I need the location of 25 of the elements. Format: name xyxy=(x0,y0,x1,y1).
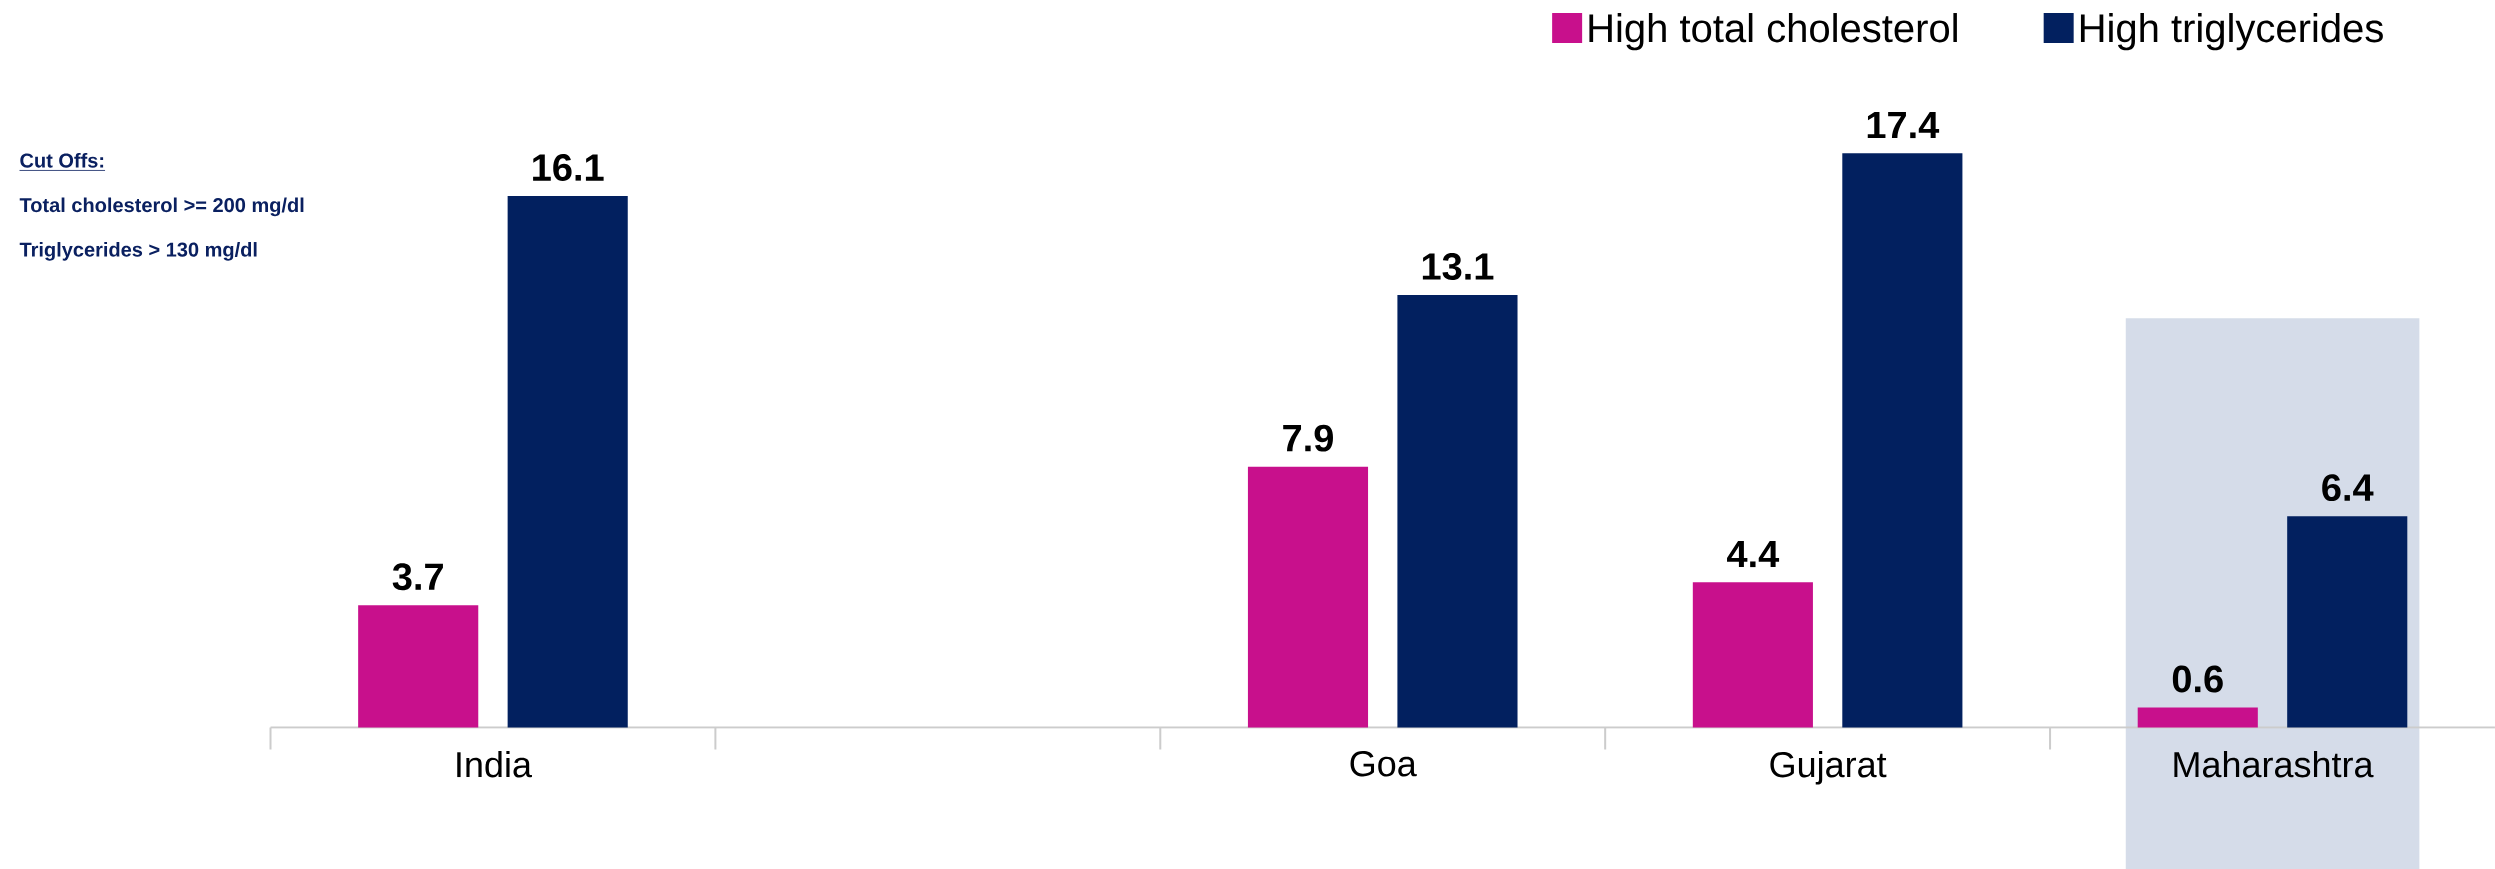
bar xyxy=(1692,582,1813,728)
data-label: 0.6 xyxy=(2172,665,2223,693)
bar xyxy=(2137,707,2258,728)
x-tick-label: Gujarat xyxy=(1770,750,1887,785)
data-label: 3.7 xyxy=(392,563,443,591)
data-label: 17.4 xyxy=(1867,111,1940,139)
data-label: 7.9 xyxy=(1283,424,1333,452)
bar xyxy=(507,196,628,728)
data-label: 4.4 xyxy=(1727,540,1780,568)
x-tick-label: Maharashtra xyxy=(2174,750,2374,778)
bar xyxy=(1247,466,1369,728)
data-label: 16.1 xyxy=(533,154,604,181)
annotation: Total cholesterol >= 200 mg/dl xyxy=(19,197,304,217)
legend-label: High total cholesterol xyxy=(1589,13,1957,51)
data-label: 6.4 xyxy=(2322,474,2374,502)
data-label: 13.1 xyxy=(1422,253,1494,281)
bar xyxy=(1842,153,1963,728)
bar xyxy=(1397,295,1518,728)
x-tick-label: Goa xyxy=(1350,750,1417,777)
text: Triglycerides > 130 mg/dl xyxy=(19,242,257,261)
x-tick-label: India xyxy=(457,750,532,778)
legend-label: High triglycerides xyxy=(2080,13,2383,51)
bar xyxy=(2287,516,2408,728)
bar xyxy=(358,605,479,728)
text: Cut Offs: xyxy=(20,152,104,168)
